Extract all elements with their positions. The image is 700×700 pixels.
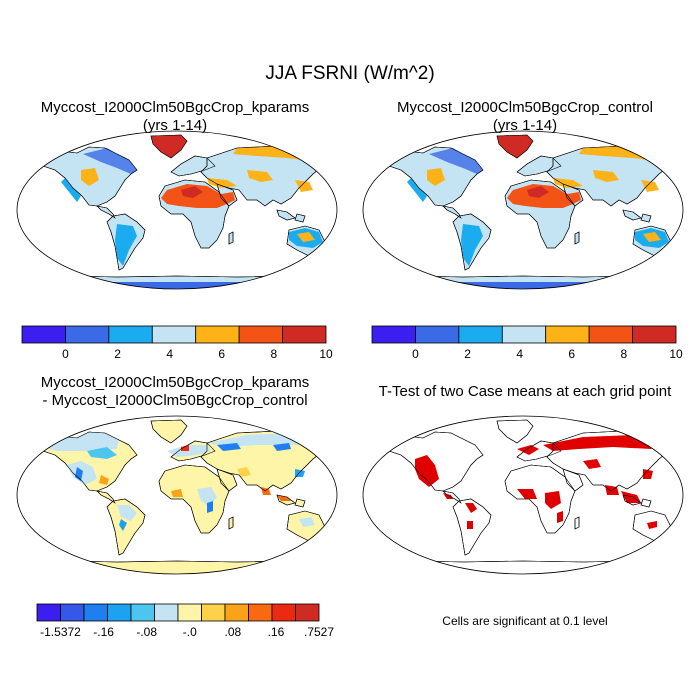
colorbar-control-tick-label: 8 (621, 347, 628, 361)
map-kparams (16, 130, 338, 290)
colorbar-control-swatch (371, 325, 416, 344)
colorbar-kparams-tick-label: 0 (62, 347, 69, 361)
colorbar-control-swatch (632, 325, 677, 344)
significance-note: Cells are significant at 0.1 level (442, 614, 608, 628)
colorbar-control-tick-label: 0 (412, 347, 419, 361)
colorbar-kparams-swatch (282, 325, 327, 344)
colorbar-difference-swatch (36, 603, 61, 622)
colorbar-control-swatch (458, 325, 503, 344)
panel-title-kparams-line1: Myccost_I2000Clm50BgcCrop_kparams (40, 99, 310, 116)
panel-title-control-line1: Myccost_I2000Clm50BgcCrop_control (397, 99, 653, 116)
colorbar-difference-tick-label: -.0 (183, 625, 197, 639)
colorbar-kparams-swatch (151, 325, 197, 344)
panel-title-difference-line2: - Myccost_I2000Clm50BgcCrop_control (42, 392, 308, 409)
figure-title: JJA FSRNI (W/m^2) (265, 63, 435, 84)
colorbar-difference-swatch (248, 603, 273, 622)
colorbar-difference-swatch (271, 603, 296, 622)
colorbar-difference-swatch (177, 603, 202, 622)
panel-title-ttest-line1: T-Test of two Case means at each grid po… (378, 383, 672, 400)
panel-title-ttest: T-Test of two Case means at each grid po… (360, 383, 690, 401)
panel-title-kparams: Myccost_I2000Clm50BgcCrop_kparams (yrs 1… (10, 99, 340, 135)
colorbar-control-tick-label: 6 (568, 347, 575, 361)
panel-title-difference: Myccost_I2000Clm50BgcCrop_kparams - Mycc… (10, 374, 340, 410)
map-difference (16, 415, 338, 575)
colorbar-kparams-tick-label: 4 (166, 347, 173, 361)
colorbar-difference-swatch (107, 603, 132, 622)
panel-title-control-line2: (yrs 1-14) (492, 117, 558, 134)
colorbar-kparams-swatch (65, 325, 110, 344)
colorbar-kparams-swatch (195, 325, 240, 344)
colorbar-difference-tick-label: .08 (224, 625, 241, 639)
map-ttest (362, 415, 684, 575)
colorbar-control-swatch (545, 325, 590, 344)
colorbar-kparams-swatch (238, 325, 283, 344)
colorbar-difference-swatch (295, 603, 320, 622)
colorbar-control: 0 2 4 6 8 10 (371, 325, 683, 361)
colorbar-control-tick-label: 10 (669, 347, 683, 361)
colorbar-difference: -1.5372 -.16 -.08 -.0 .08 .16 .7527 (36, 603, 334, 639)
colorbar-difference-swatch (154, 603, 179, 622)
colorbar-control-tick-label: 2 (464, 347, 471, 361)
colorbar-control-swatch (501, 325, 547, 344)
colorbar-control-swatch (588, 325, 633, 344)
colorbar-kparams: 0 2 4 6 8 10 (21, 325, 333, 361)
map-control (362, 130, 684, 290)
colorbar-difference-swatch (224, 603, 249, 622)
colorbar-difference-tick-label: .16 (268, 625, 285, 639)
colorbar-control-swatch (415, 325, 460, 344)
colorbar-kparams-tick-label: 10 (319, 347, 333, 361)
colorbar-kparams-tick-label: 6 (218, 347, 225, 361)
panel-title-kparams-line2: (yrs 1-14) (142, 117, 208, 134)
colorbar-difference-swatch (130, 603, 155, 622)
colorbar-difference-tick-label: -.16 (93, 625, 114, 639)
panel-title-control: Myccost_I2000Clm50BgcCrop_control (yrs 1… (360, 99, 690, 135)
panel-title-difference-line1: Myccost_I2000Clm50BgcCrop_kparams (40, 374, 310, 391)
colorbar-difference-tick-label: -1.5372 (40, 625, 81, 639)
colorbar-kparams-tick-label: 8 (271, 347, 278, 361)
colorbar-difference-swatch (83, 603, 108, 622)
colorbar-difference-swatch (60, 603, 85, 622)
colorbar-control-tick-label: 4 (516, 347, 523, 361)
colorbar-difference-tick-label: -.08 (136, 625, 157, 639)
colorbar-kparams-swatch (21, 325, 66, 344)
colorbar-kparams-swatch (108, 325, 153, 344)
colorbar-difference-swatch (201, 603, 226, 622)
colorbar-difference-tick-label: .7527 (304, 625, 334, 639)
colorbar-kparams-tick-label: 2 (114, 347, 121, 361)
